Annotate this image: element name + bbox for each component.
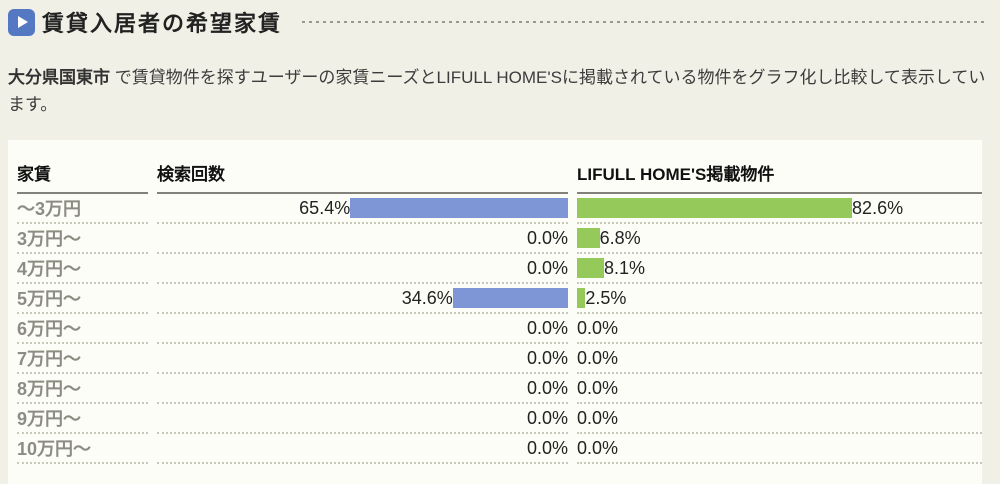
search-percent: 0.0% [526,257,568,278]
table-row: 5万円～ 34.6% 2.5% [17,284,982,314]
chart-rows: ～3万円 65.4% 82.6% 3万円～ 0.0% 6.8% 4万円～ 0.0… [17,194,982,464]
search-percent: 65.4% [299,197,351,218]
listed-percent: 0.0% [577,437,619,458]
search-percent: 0.0% [526,377,568,398]
table-header-row: 家賃 検索回数 LIFULL HOME'S掲載物件 [17,140,982,194]
rent-range-label: ～3万円 [17,194,148,224]
listed-percent: 0.0% [577,377,619,398]
listed-percent: 0.0% [577,317,619,338]
col-header-search: 検索回数 [157,140,568,194]
description-text: で賃貸物件を探すユーザーの家賃ニーズとLIFULL HOME'Sに掲載されている… [8,68,986,114]
search-percent: 0.0% [526,407,568,428]
rent-range-label: 9万円～ [17,404,148,434]
table-row: 9万円～ 0.0% 0.0% [17,404,982,434]
listed-percent: 0.0% [577,347,619,368]
search-cell: 0.0% [157,344,568,374]
listed-percent: 6.8% [599,227,641,248]
listed-cell: 0.0% [577,434,982,464]
search-cell: 65.4% [157,194,568,224]
listed-cell: 0.0% [577,374,982,404]
search-cell: 0.0% [157,254,568,284]
rent-range-label: 7万円～ [17,344,148,374]
table-row: 8万円～ 0.0% 0.0% [17,374,982,404]
table-row: 6万円～ 0.0% 0.0% [17,314,982,344]
col-header-listed: LIFULL HOME'S掲載物件 [577,140,982,194]
table-row: ～3万円 65.4% 82.6% [17,194,982,224]
listed-bar [577,198,853,218]
listed-cell: 82.6% [577,194,982,224]
search-bar [452,288,568,308]
listed-cell: 2.5% [577,284,982,314]
listed-percent: 2.5% [585,287,627,308]
rent-range-label: 6万円～ [17,314,148,344]
search-percent: 34.6% [401,287,453,308]
search-percent: 0.0% [526,317,568,338]
listed-cell: 8.1% [577,254,982,284]
listed-bar [577,228,600,248]
table-row: 4万円～ 0.0% 8.1% [17,254,982,284]
rent-range-label: 3万円～ [17,224,148,254]
listed-cell: 6.8% [577,224,982,254]
table-row: 3万円～ 0.0% 6.8% [17,224,982,254]
rent-range-label: 5万円～ [17,284,148,314]
rent-range-label: 4万円～ [17,254,148,284]
section-header: 賃貸入居者の希望家賃 [0,0,1000,38]
region-name: 大分県国東市 [8,68,110,87]
listed-cell: 0.0% [577,344,982,374]
search-cell: 0.0% [157,224,568,254]
listed-percent: 8.1% [603,257,645,278]
listed-percent: 0.0% [577,407,619,428]
description: 大分県国東市 で賃貸物件を探すユーザーの家賃ニーズとLIFULL HOME'Sに… [8,64,992,118]
search-cell: 0.0% [157,404,568,434]
table-row: 10万円～ 0.0% 0.0% [17,434,982,464]
rent-range-label: 10万円～ [17,434,148,464]
table-row: 7万円～ 0.0% 0.0% [17,344,982,374]
search-cell: 34.6% [157,284,568,314]
section-title: 賃貸入居者の希望家賃 [42,11,283,36]
search-percent: 0.0% [526,347,568,368]
search-cell: 0.0% [157,314,568,344]
rent-range-label: 8万円～ [17,374,148,404]
play-icon [8,8,35,36]
search-cell: 0.0% [157,434,568,464]
listed-bar [577,288,586,308]
col-header-rent: 家賃 [17,140,148,194]
search-percent: 0.0% [526,437,568,458]
listed-cell: 0.0% [577,314,982,344]
search-cell: 0.0% [157,374,568,404]
search-percent: 0.0% [526,227,568,248]
chart-panel: 家賃 検索回数 LIFULL HOME'S掲載物件 ～3万円 65.4% 82.… [8,140,982,484]
listed-percent: 82.6% [852,197,904,218]
search-bar [350,198,568,218]
listed-bar [577,258,604,278]
listed-cell: 0.0% [577,404,982,434]
header-dashed-rule [302,21,988,23]
play-triangle [18,16,28,28]
